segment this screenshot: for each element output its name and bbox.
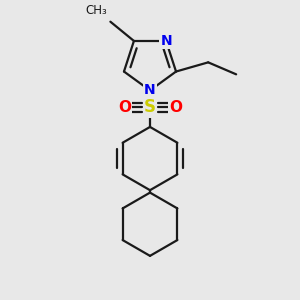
- Text: S: S: [144, 98, 156, 116]
- Text: O: O: [169, 100, 182, 115]
- Text: O: O: [118, 100, 131, 115]
- Text: CH₃: CH₃: [85, 4, 107, 17]
- Text: N: N: [144, 83, 156, 98]
- Text: N: N: [160, 34, 172, 48]
